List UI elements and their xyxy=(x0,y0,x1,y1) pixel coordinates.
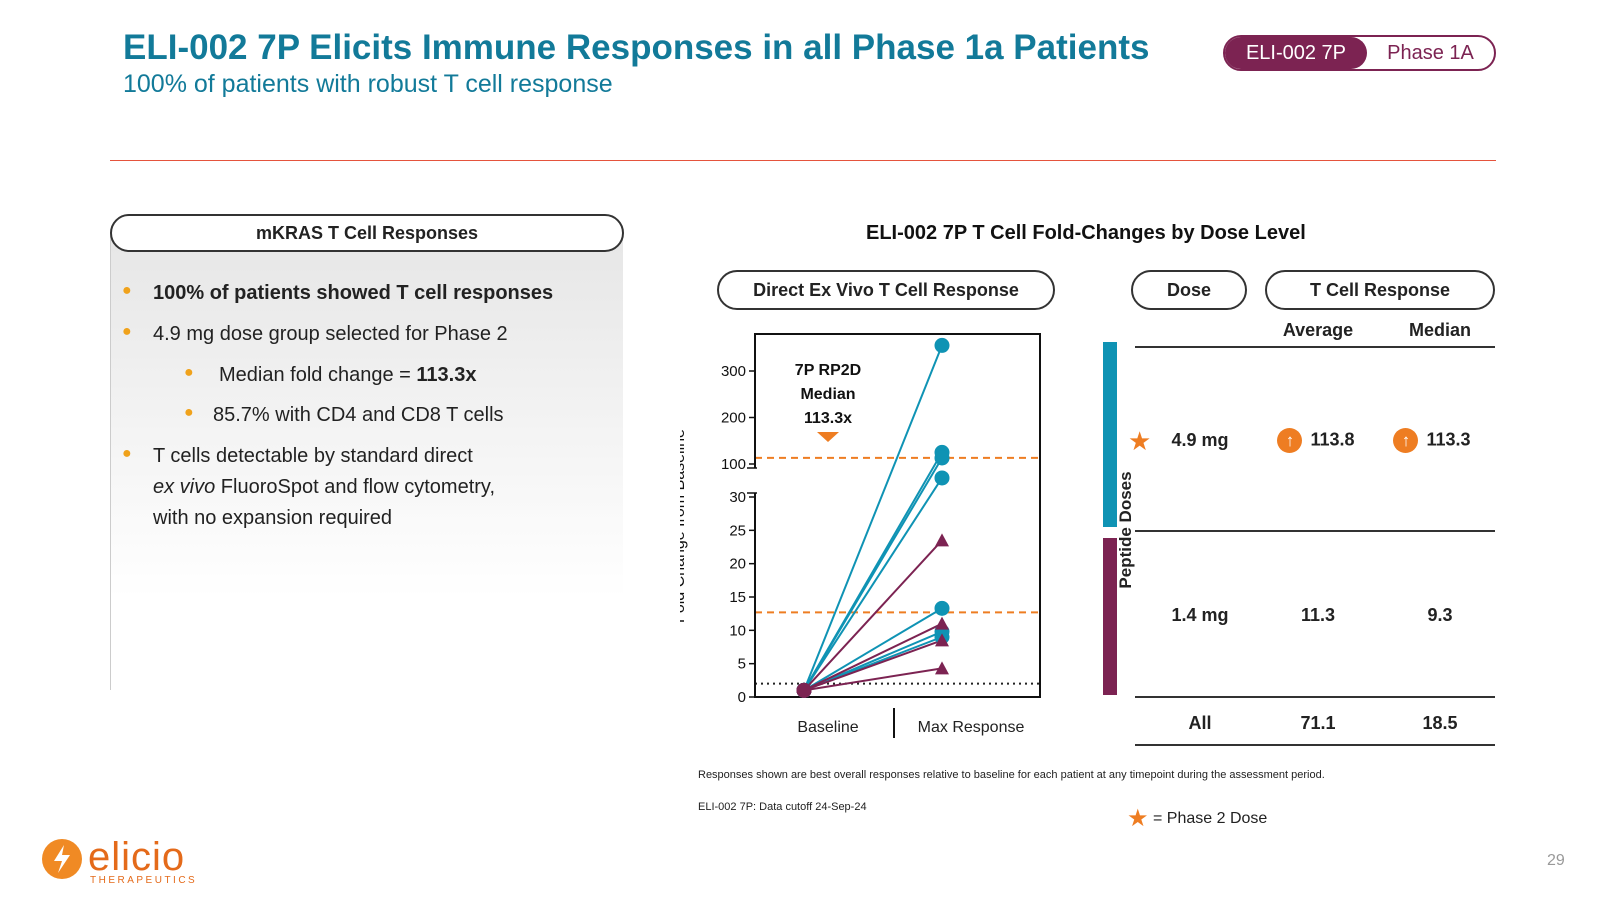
y-tick-label: 10 xyxy=(729,622,746,639)
bullet-3-line1: T cells detectable by standard direct xyxy=(153,445,473,467)
arrow-up-icon: ↑ xyxy=(1393,428,1419,453)
page-title: ELI-002 7P Elicits Immune Responses in a… xyxy=(123,28,1150,67)
row-dose: 4.9 mg xyxy=(1171,430,1229,450)
program-badge: ELI-002 7P Phase 1A xyxy=(1223,35,1496,71)
dose-header: Dose xyxy=(1131,270,1247,310)
series-line xyxy=(803,457,943,691)
row-dose: All xyxy=(1188,713,1212,733)
y-tick-label: 15 xyxy=(729,589,746,606)
annotation-line1: 7P RP2D xyxy=(795,362,861,379)
page-subtitle: 100% of patients with robust T cell resp… xyxy=(123,70,613,98)
annotation-line2: Median xyxy=(800,386,855,403)
page-number: 29 xyxy=(1547,852,1565,869)
row-median: 9.3 xyxy=(1427,605,1453,625)
series-group xyxy=(796,337,950,698)
series-line xyxy=(803,667,943,692)
row-median: 18.5 xyxy=(1422,713,1458,733)
series-line xyxy=(803,345,943,691)
data-point-triangle xyxy=(935,533,949,547)
y-tick-label: 100 xyxy=(721,456,746,473)
data-point-triangle xyxy=(935,661,949,675)
data-point xyxy=(934,600,950,616)
x-tick-baseline: Baseline xyxy=(797,719,858,736)
avg-value: 113.8 xyxy=(1310,429,1355,450)
logo-wordmark: elicio xyxy=(88,835,186,879)
series-line xyxy=(803,622,943,692)
data-point-triangle xyxy=(935,616,949,630)
badge-phase: Phase 1A xyxy=(1387,41,1474,64)
bullet-dot: ● xyxy=(122,445,132,462)
bullet-dot: ● xyxy=(184,404,194,421)
table-rule xyxy=(1135,530,1495,532)
arrow-up-icon: ↑ xyxy=(1277,428,1303,453)
y-axis: 0 5 10 15 20 25 30 100 200 300 xyxy=(721,363,758,706)
data-point-triangle xyxy=(935,633,949,647)
series-line xyxy=(803,607,943,692)
bullet-2: 4.9 mg dose group selected for Phase 2 xyxy=(153,323,508,345)
y-tick-label: 0 xyxy=(738,689,746,706)
median-marker xyxy=(817,432,839,442)
table-rule xyxy=(1135,744,1495,746)
series-line xyxy=(803,477,943,691)
y-tick-label: 30 xyxy=(729,489,746,506)
data-point xyxy=(796,682,812,698)
data-point xyxy=(934,450,950,466)
series-line xyxy=(803,639,943,692)
header-divider xyxy=(110,160,1496,161)
data-point xyxy=(934,470,950,486)
chart-panel-label: Direct Ex Vivo T Cell Response xyxy=(717,270,1055,310)
footnote-responses: Responses shown are best overall respons… xyxy=(698,769,1325,781)
bullet-2a-prefix: Median fold change = xyxy=(219,364,417,386)
col-average: Average xyxy=(1282,320,1354,340)
bullet-dot: ● xyxy=(122,323,132,340)
bullet-1: 100% of patients showed T cell responses xyxy=(153,282,554,304)
median-value: 113.3 xyxy=(1426,429,1471,450)
bullet-dot: ● xyxy=(184,364,194,381)
panel-heading: mKRAS T Cell Responses xyxy=(110,214,624,252)
dose-bar-high xyxy=(1103,342,1117,527)
logo-subtitle: THERAPEUTICS xyxy=(90,875,198,886)
data-point xyxy=(934,337,950,353)
bullet-dot: ● xyxy=(122,282,132,299)
fold-change-chart: 0 5 10 15 20 25 30 100 200 300 Fold Change from B… xyxy=(680,333,1041,738)
row-average: 71.1 xyxy=(1300,713,1336,733)
bullet-2b: 85.7% with CD4 and CD8 T cells xyxy=(213,404,504,426)
row-average: ↑ 113.8 xyxy=(1256,428,1376,453)
bullet-3-line2: ex vivo FluoroSpot and flow cytometry, xyxy=(153,472,495,502)
x-tick-max-response: Max Response xyxy=(918,719,1025,736)
star-icon: ★ xyxy=(1128,426,1152,456)
row-median: ↑ 113.3 xyxy=(1372,428,1492,453)
y-tick-label: 200 xyxy=(721,410,746,427)
y-tick-label: 20 xyxy=(729,556,746,573)
y-tick-label: 300 xyxy=(721,363,746,380)
peptide-doses-label: Peptide Doses xyxy=(1116,471,1135,589)
col-median: Median xyxy=(1408,320,1471,340)
plot-frame xyxy=(754,333,1041,698)
series-line xyxy=(803,539,943,692)
row-average: 11.3 xyxy=(1300,605,1336,625)
y-axis-label: Fold Change from Baseline xyxy=(680,429,688,623)
annotation-line3: 113.3x xyxy=(804,410,852,427)
responses-panel xyxy=(110,232,623,690)
dose-bar-low xyxy=(1103,538,1117,695)
table-rule xyxy=(1135,696,1495,698)
elicio-logo-icon xyxy=(42,839,82,879)
table-rule xyxy=(1135,346,1495,348)
row-dose: 1.4 mg xyxy=(1171,605,1229,625)
y-tick-label: 5 xyxy=(738,656,746,673)
bullet-2a: Median fold change = 113.3x xyxy=(219,360,476,390)
legend-phase2: = Phase 2 Dose xyxy=(1153,810,1268,827)
legend-star-icon: ★ xyxy=(1127,805,1149,832)
bullet-3-line3: with no expansion required xyxy=(153,507,393,529)
badge-program: ELI-002 7P xyxy=(1225,37,1367,69)
response-header: T Cell Response xyxy=(1265,270,1495,310)
bullet-3-rest: FluoroSpot and flow cytometry, xyxy=(215,476,495,498)
chart-title: ELI-002 7P T Cell Fold-Changes by Dose L… xyxy=(866,222,1306,244)
axis-break-gap xyxy=(752,468,758,493)
bullet-3-italic: ex vivo xyxy=(153,476,216,498)
y-tick-label: 25 xyxy=(729,522,746,539)
footnote-cutoff: ELI-002 7P: Data cutoff 24-Sep-24 xyxy=(698,801,867,813)
bullet-2a-value: 113.3x xyxy=(416,364,477,386)
